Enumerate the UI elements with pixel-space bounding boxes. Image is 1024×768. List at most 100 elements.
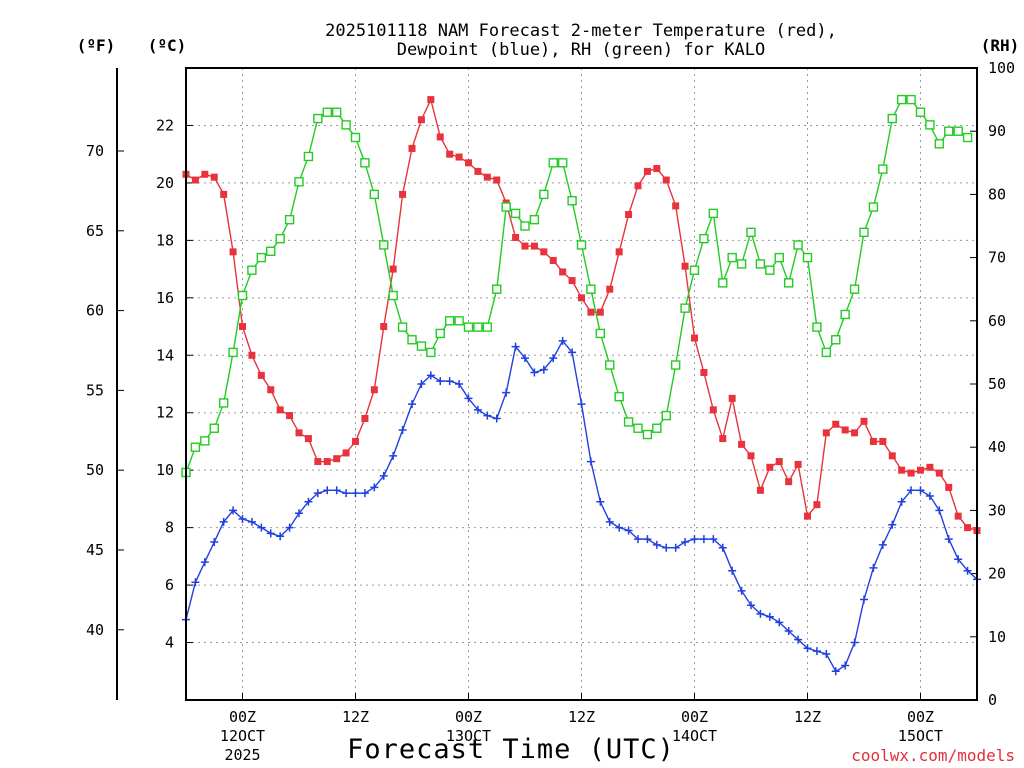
data-point — [397, 322, 408, 332]
data-point — [606, 285, 614, 293]
time-tick-date-label: 13OCT — [446, 727, 491, 745]
fahrenheit-tick-label: 55 — [86, 381, 104, 399]
data-point — [765, 612, 774, 621]
celsius-tick-label: 6 — [165, 576, 174, 594]
data-point — [878, 164, 888, 174]
fahrenheit-tick-label: 60 — [86, 302, 104, 320]
data-point — [634, 182, 642, 190]
data-point — [247, 517, 256, 526]
data-point — [915, 107, 926, 117]
data-point — [709, 406, 717, 414]
data-point — [191, 176, 199, 184]
data-point — [444, 316, 455, 326]
data-point — [370, 483, 379, 492]
data-point — [483, 173, 491, 181]
data-point — [841, 661, 850, 670]
data-point — [445, 377, 454, 386]
data-point — [586, 457, 595, 466]
data-point — [822, 650, 831, 659]
data-point — [652, 540, 661, 549]
data-point — [191, 578, 200, 587]
data-point — [944, 126, 954, 136]
data-point — [417, 116, 425, 124]
data-point — [304, 435, 312, 443]
data-point — [860, 595, 868, 604]
data-point — [502, 388, 511, 397]
data-point — [859, 227, 869, 238]
data-point — [559, 268, 567, 276]
data-point — [482, 322, 493, 332]
data-point — [869, 563, 878, 572]
data-point — [455, 380, 464, 388]
time-tick-date-label: 15OCT — [898, 727, 943, 745]
data-point — [587, 308, 595, 316]
data-point — [738, 440, 746, 448]
data-point — [237, 290, 248, 301]
rh-tick-label: 90 — [988, 122, 1006, 140]
data-point — [436, 377, 445, 386]
data-point — [708, 208, 719, 219]
data-point — [266, 246, 276, 256]
data-point — [408, 144, 416, 152]
series-dewpoint — [182, 336, 981, 676]
data-point — [822, 429, 830, 437]
data-point — [898, 466, 906, 474]
data-point — [520, 221, 530, 231]
data-point — [350, 132, 361, 143]
data-point — [718, 543, 727, 552]
data-point — [869, 437, 877, 445]
rh-tick-label: 100 — [988, 59, 1015, 77]
time-tick-label: 00Z — [229, 708, 256, 726]
data-point — [501, 202, 511, 212]
data-point — [360, 489, 369, 498]
data-point — [803, 644, 812, 653]
data-point — [887, 113, 897, 124]
data-point — [200, 436, 210, 446]
data-point — [483, 411, 492, 420]
data-point — [652, 423, 662, 433]
data-point — [238, 515, 247, 524]
data-point — [304, 497, 313, 506]
data-point — [455, 153, 463, 161]
data-point — [623, 417, 634, 427]
data-point — [840, 309, 850, 320]
data-point — [578, 294, 585, 302]
data-point — [878, 540, 887, 549]
data-point — [314, 458, 322, 466]
series-2-meter-temperature — [182, 96, 981, 535]
data-point — [925, 120, 935, 130]
data-point — [408, 400, 416, 409]
data-point — [427, 96, 435, 104]
fahrenheit-tick-label: 65 — [86, 222, 104, 240]
rh-tick-label: 20 — [988, 565, 1006, 583]
data-point — [436, 133, 444, 141]
data-point — [200, 558, 209, 567]
data-point — [935, 469, 943, 477]
data-point — [794, 460, 802, 468]
fahrenheit-axis: 40 45 50 55 60 65 70 — [86, 68, 124, 700]
celsius-axis: 4 6 8 10 12 14 16 18 20 22 — [156, 116, 193, 652]
data-point — [737, 586, 746, 595]
data-point — [784, 627, 793, 636]
data-point — [643, 167, 651, 175]
data-point — [426, 347, 436, 358]
data-point — [747, 452, 755, 460]
chart-title-line-2: Dewpoint (blue), RH (green) for KALO — [397, 40, 765, 60]
data-point — [643, 535, 652, 544]
data-point — [454, 316, 464, 326]
data-point — [510, 208, 521, 219]
data-point — [633, 423, 643, 433]
data-point — [539, 189, 549, 200]
data-point — [888, 452, 896, 460]
data-point — [399, 190, 407, 198]
fahrenheit-unit-label: (ºF) — [77, 36, 116, 55]
time-tick-date-label: 12OCT — [220, 727, 265, 745]
data-point — [916, 486, 925, 495]
celsius-tick-label: 22 — [156, 116, 174, 134]
time-tick-date-label: 14OCT — [672, 727, 717, 745]
data-point — [239, 323, 246, 331]
data-point — [295, 509, 303, 518]
data-point — [219, 517, 228, 526]
data-point — [907, 469, 915, 477]
data-point — [276, 532, 285, 541]
